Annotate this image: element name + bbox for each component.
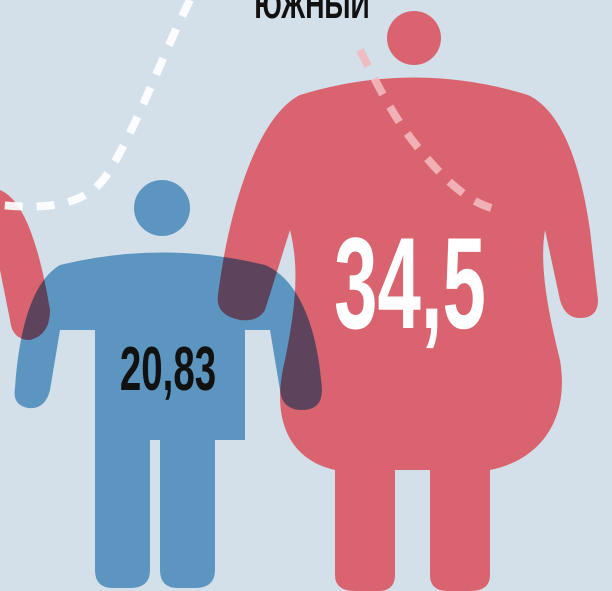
title: ЮЖНЫЙ (254, 0, 369, 26)
value-label: 34,5 (334, 210, 486, 356)
value-label: 20,83 (120, 334, 216, 404)
red-figure-head (387, 11, 441, 65)
page: ЮЖНЫЙ 20,83 34,5 (() => { const data = J… (0, 0, 612, 591)
infographic: ЮЖНЫЙ 20,83 34,5 (0, 0, 612, 591)
blue-figure-head (134, 180, 190, 236)
